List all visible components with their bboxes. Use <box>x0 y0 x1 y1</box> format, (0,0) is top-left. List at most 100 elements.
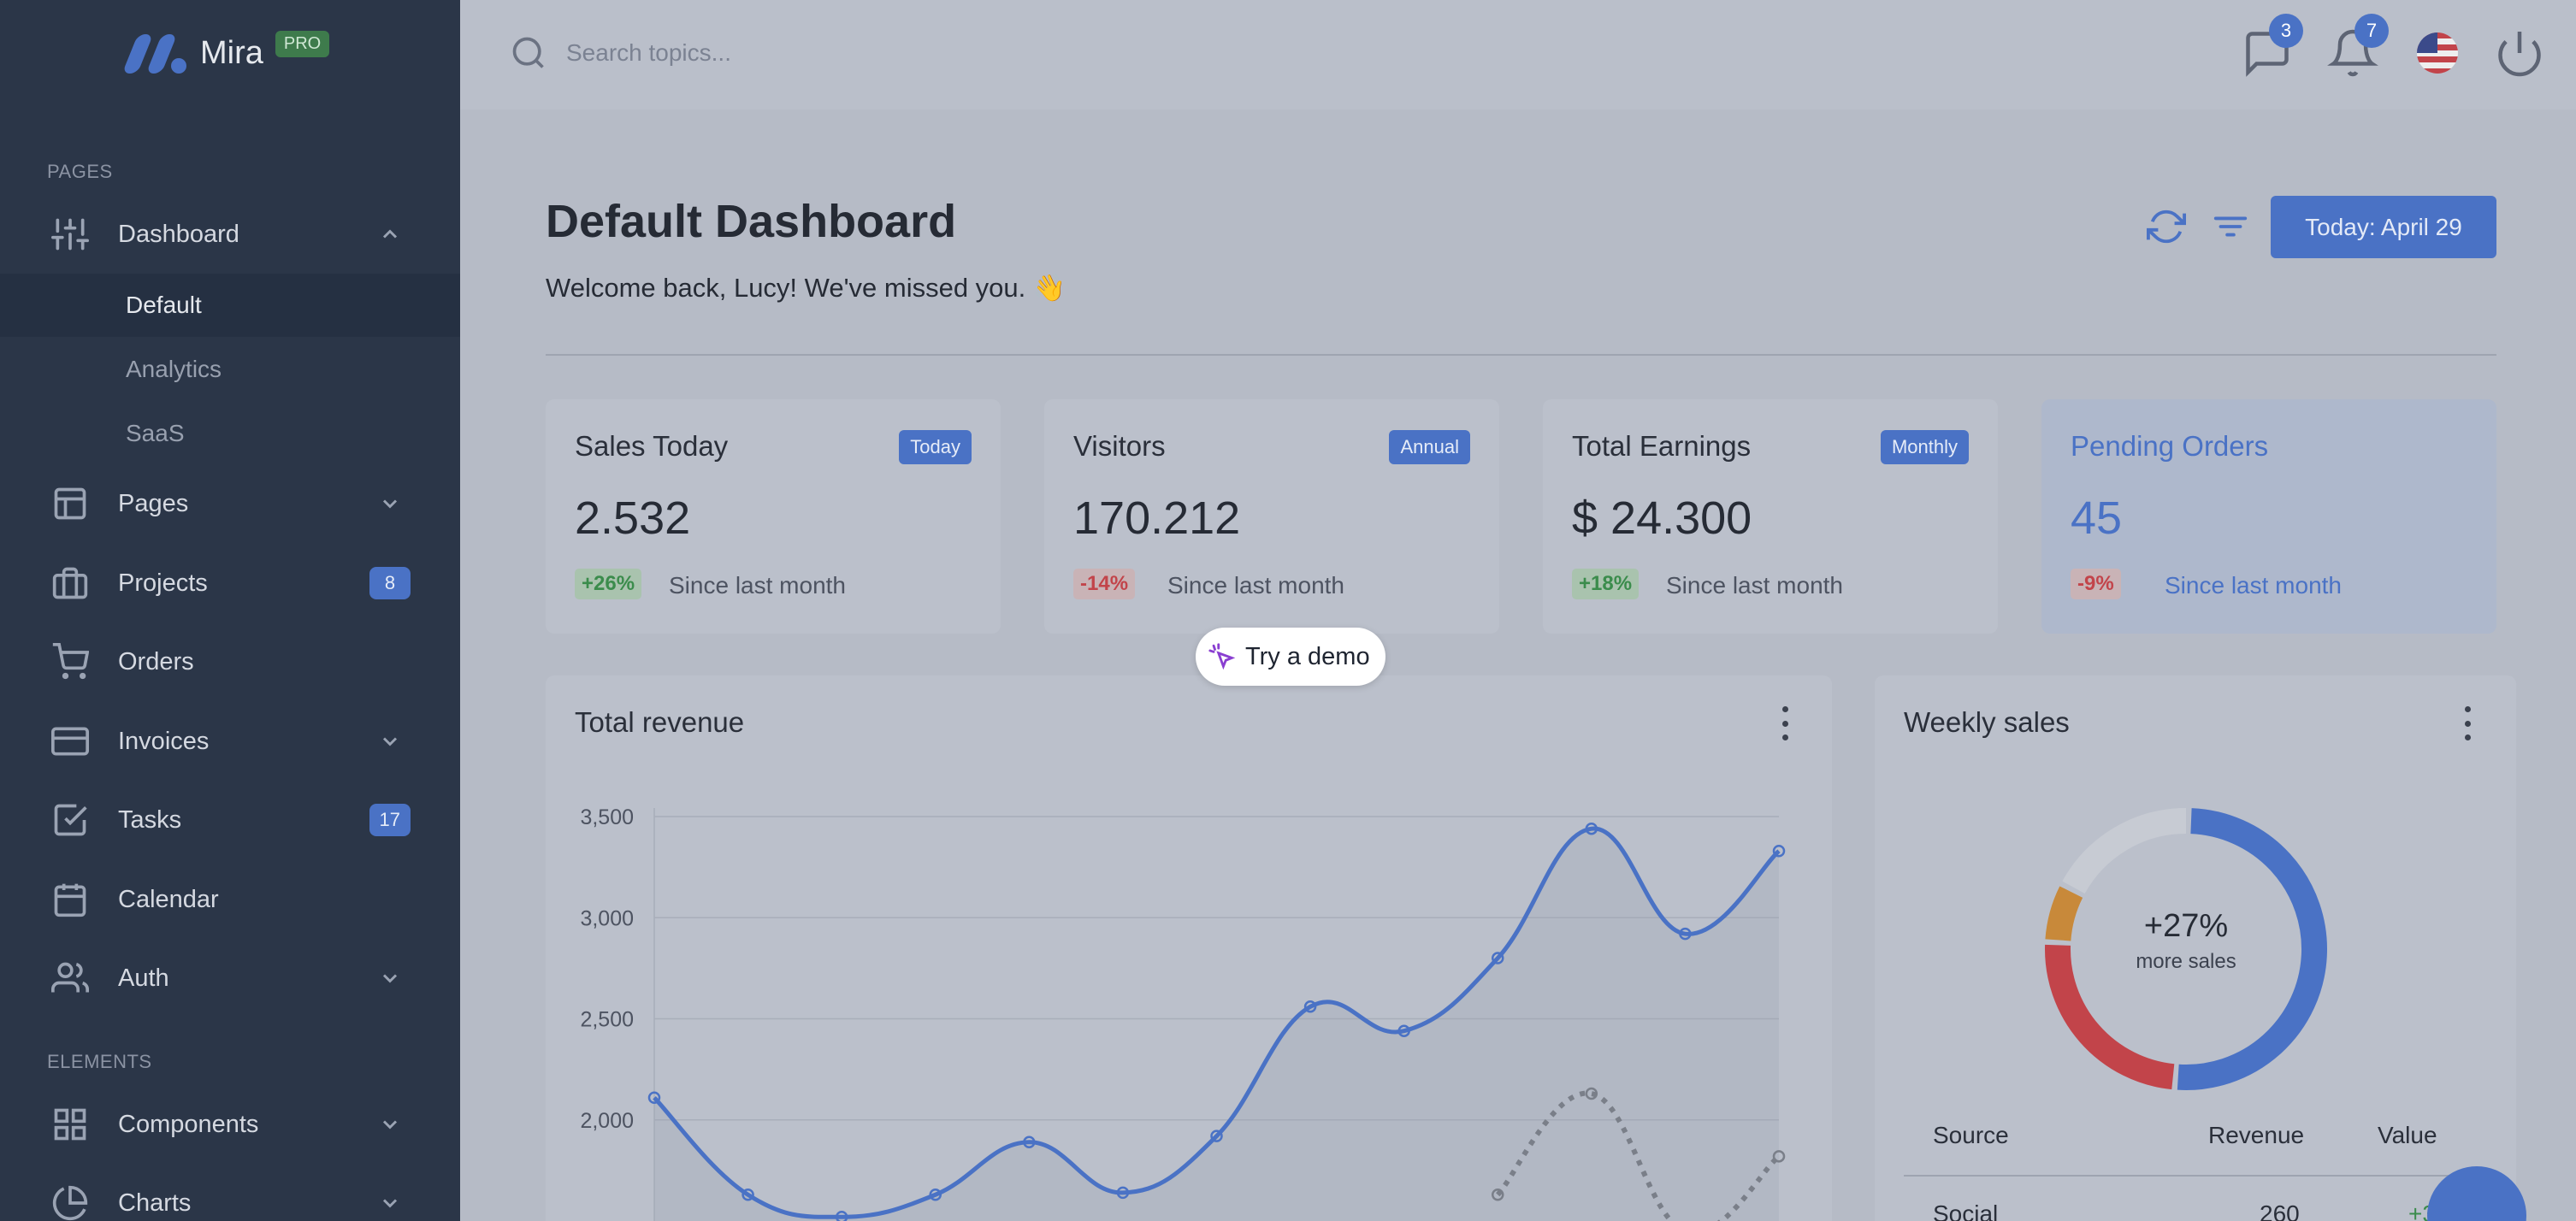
col-header-source: Source <box>1933 1122 2009 1148</box>
stat-since: Since last month <box>1666 572 1843 599</box>
stat-value: 170.212 <box>1073 493 1241 544</box>
data-point <box>1023 1135 1036 1149</box>
sidebar-subitem-saas[interactable]: SaaS <box>0 402 460 465</box>
sidebar-subitem-label: Analytics <box>126 356 222 382</box>
series-area <box>654 829 1779 1221</box>
data-point <box>1585 1087 1598 1100</box>
sidebar-item-orders[interactable]: Orders <box>0 626 460 698</box>
table-row: Social 260 +35% <box>1904 1200 2490 1221</box>
donut-slice <box>2045 944 2175 1090</box>
briefcase-icon <box>52 567 88 599</box>
notifications-button[interactable]: 7 <box>2327 14 2389 79</box>
data-point <box>1303 1000 1317 1013</box>
sidebar-item-auth[interactable]: Auth <box>0 942 460 1014</box>
messages-count-badge: 3 <box>2269 14 2303 48</box>
today-date-button[interactable]: Today: April 29 <box>2271 196 2496 258</box>
data-point <box>1772 844 1786 858</box>
table-header-row: Source Revenue Value <box>1904 1122 2490 1170</box>
power-icon <box>2498 32 2541 77</box>
donut-slice <box>2045 886 2083 941</box>
table-header-divider <box>1904 1175 2490 1177</box>
sidebar-item-invoices[interactable]: Invoices <box>0 705 460 777</box>
sparkle-cursor-icon <box>1208 643 1236 670</box>
data-point <box>1116 1186 1130 1200</box>
data-point <box>835 1211 848 1221</box>
sidebar-item-dashboard[interactable]: Dashboard <box>0 198 460 270</box>
sidebar-item-label: Charts <box>118 1189 192 1217</box>
search-icon[interactable] <box>510 34 547 72</box>
stat-card-sales: Sales Today Today 2.532 +26% Since last … <box>546 399 1001 634</box>
page-title: Default Dashboard <box>546 196 957 247</box>
col-header-revenue: Revenue <box>2208 1122 2305 1148</box>
stat-title: Total Earnings <box>1572 430 1752 462</box>
donut-center-value: +27% <box>2143 908 2229 944</box>
try-demo-button[interactable]: Try a demo <box>1196 628 1385 686</box>
donut-center: +27% more sales <box>2083 908 2289 974</box>
projects-count-badge: 8 <box>369 567 411 599</box>
sidebar-subitem-analytics[interactable]: Analytics <box>0 338 460 401</box>
sidebar-item-calendar[interactable]: Calendar <box>0 864 460 935</box>
stat-delta: +18% <box>1572 569 1640 599</box>
brand-name: Mira <box>200 34 263 71</box>
sidebar-item-label: Dashboard <box>118 220 239 248</box>
stat-title: Visitors <box>1073 430 1166 462</box>
sidebar: Mira PRO PAGES Dashboard Default Analyti… <box>0 0 460 1221</box>
stat-since: Since last month <box>669 572 846 599</box>
stat-period-tag: Annual <box>1389 430 1470 464</box>
series-line-revenue <box>653 826 1781 1219</box>
us-flag-icon[interactable] <box>2417 32 2458 74</box>
cell-source: Social <box>1933 1200 1999 1221</box>
power-button[interactable] <box>2494 27 2545 79</box>
y-tick-label: 2,500 <box>580 1008 634 1032</box>
chevron-up-icon <box>382 229 398 239</box>
brand-logo-icon <box>121 29 186 77</box>
tasks-count-badge: 17 <box>369 804 411 836</box>
stat-card-earnings: Total Earnings Monthly $ 24.300 +18% Sin… <box>1543 399 1998 634</box>
data-point <box>1397 1024 1410 1037</box>
sidebar-subitem-label: SaaS <box>126 420 185 446</box>
users-icon <box>51 962 89 993</box>
brand[interactable]: Mira PRO <box>121 26 330 80</box>
data-point <box>1679 927 1692 941</box>
donut-slice <box>2177 808 2327 1090</box>
data-point <box>1492 952 1504 964</box>
y-tick-label: 3,500 <box>580 805 634 829</box>
stat-value: 45 <box>2071 493 2123 544</box>
calendar-icon <box>54 883 86 917</box>
series-line-secondary <box>1495 1090 1781 1221</box>
refresh-icon[interactable] <box>2147 207 2186 246</box>
sidebar-item-label: Calendar <box>118 885 219 913</box>
sidebar-item-charts[interactable]: Charts <box>0 1167 460 1221</box>
cell-revenue: 260 <box>2260 1200 2300 1221</box>
notifications-count-badge: 7 <box>2354 14 2389 48</box>
sidebar-item-tasks[interactable]: Tasks 17 <box>0 784 460 856</box>
data-point <box>1210 1130 1223 1142</box>
chevron-down-icon <box>382 737 398 746</box>
chevron-down-icon <box>382 974 398 983</box>
sidebar-subitem-default[interactable]: Default <box>0 274 460 337</box>
filter-icon[interactable] <box>2211 207 2250 246</box>
more-options-icon[interactable] <box>1779 706 1791 740</box>
weekly-sales-card: Weekly sales <box>1875 675 2516 1221</box>
y-tick-label: 3,000 <box>580 906 634 930</box>
messages-button[interactable]: 3 <box>2242 14 2303 79</box>
sidebar-item-pages[interactable]: Pages <box>0 468 460 540</box>
stat-delta: +26% <box>575 569 642 599</box>
more-options-icon[interactable] <box>2461 706 2473 740</box>
stat-delta: -14% <box>1073 569 1136 599</box>
data-point <box>1492 1189 1504 1201</box>
search-input[interactable] <box>566 31 1165 75</box>
section-label-elements: ELEMENTS <box>47 1051 152 1072</box>
sidebar-item-projects[interactable]: Projects 8 <box>0 547 460 619</box>
credit-card-icon <box>51 727 89 756</box>
total-revenue-card: Total revenue <box>546 675 1832 1221</box>
sidebar-subitem-label: Default <box>126 292 202 318</box>
card-title: Total revenue <box>575 706 745 738</box>
stat-title: Sales Today <box>575 430 729 462</box>
pro-badge: PRO <box>275 30 330 57</box>
welcome-message: Welcome back, Lucy! We've missed you. 👋 <box>546 273 1066 303</box>
sidebar-item-components[interactable]: Components <box>0 1088 460 1160</box>
sidebar-item-label: Invoices <box>118 727 210 755</box>
stat-card-pending-orders: Pending Orders 45 -9% Since last month <box>2041 399 2496 634</box>
